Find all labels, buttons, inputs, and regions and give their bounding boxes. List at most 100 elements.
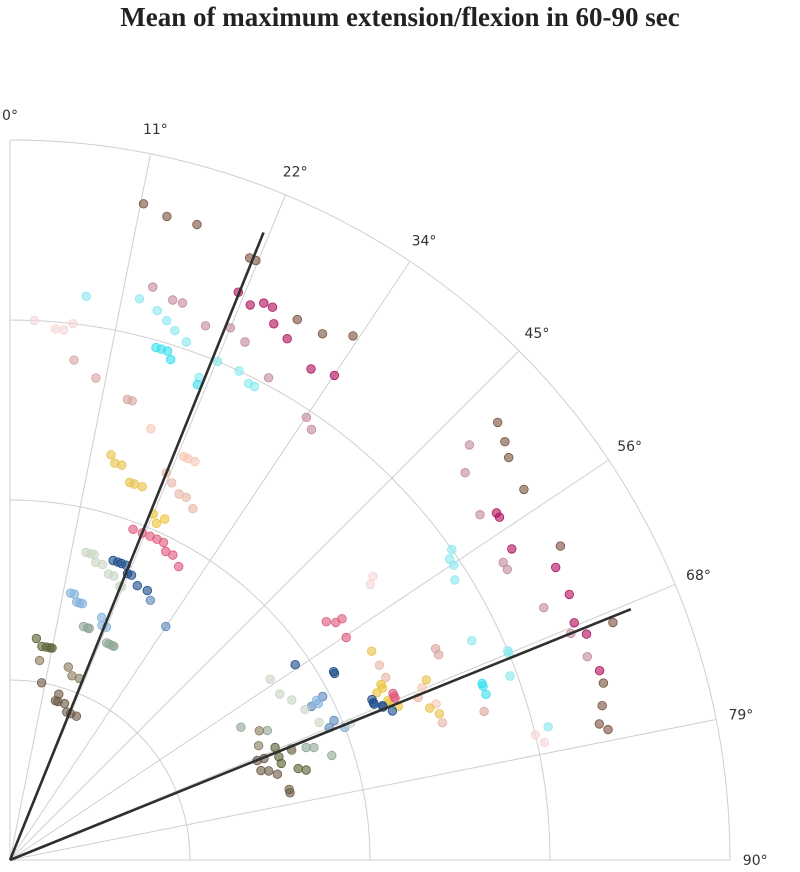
radius-gridline xyxy=(9,679,191,861)
data-point xyxy=(152,305,162,316)
data-point xyxy=(321,617,332,627)
data-point xyxy=(365,579,376,590)
data-point xyxy=(159,514,170,524)
data-point xyxy=(267,302,278,312)
data-point xyxy=(253,741,264,751)
data-point xyxy=(292,314,303,325)
angle-tick-label: 68° xyxy=(686,568,711,584)
data-point xyxy=(68,319,78,329)
data-point xyxy=(162,346,173,356)
data-point xyxy=(177,298,188,308)
data-point xyxy=(116,460,127,470)
data-point xyxy=(181,337,192,347)
data-point xyxy=(165,354,176,365)
data-point xyxy=(594,719,605,729)
data-point xyxy=(564,589,575,600)
data-point xyxy=(59,325,69,335)
data-point xyxy=(425,703,435,713)
data-point xyxy=(598,678,609,688)
data-point xyxy=(329,668,340,679)
data-point xyxy=(327,750,337,761)
data-point xyxy=(181,492,191,503)
data-point xyxy=(77,599,88,609)
data-point xyxy=(47,643,57,653)
data-point xyxy=(161,316,172,326)
data-point xyxy=(467,636,477,646)
data-point xyxy=(126,570,137,580)
data-point xyxy=(493,417,503,428)
data-point xyxy=(142,585,153,596)
data-point xyxy=(161,621,171,632)
data-point xyxy=(127,396,137,406)
angle-tick-label: 34° xyxy=(412,233,437,249)
data-point xyxy=(129,479,140,489)
data-point xyxy=(97,559,108,570)
data-point xyxy=(369,699,379,709)
data-point xyxy=(96,612,107,623)
data-point xyxy=(434,709,445,719)
data-point xyxy=(145,595,156,606)
data-point xyxy=(240,337,250,347)
data-point xyxy=(263,373,274,383)
data-point xyxy=(603,724,613,735)
data-point xyxy=(146,424,156,434)
reference-lines xyxy=(8,231,632,862)
angle-tick-label: 90° xyxy=(743,853,768,869)
data-point xyxy=(582,652,593,662)
data-point xyxy=(306,424,317,435)
data-point xyxy=(245,300,255,310)
data-point xyxy=(551,562,561,573)
data-point xyxy=(449,560,459,570)
data-point xyxy=(168,550,178,560)
data-point xyxy=(200,321,211,331)
data-point xyxy=(519,484,529,495)
data-point xyxy=(460,468,470,478)
data-point xyxy=(269,319,279,329)
data-point xyxy=(301,765,311,775)
data-point xyxy=(63,662,74,672)
data-point xyxy=(539,603,549,613)
data-point xyxy=(597,701,607,711)
data-point xyxy=(421,675,432,685)
data-point xyxy=(254,726,264,736)
data-point xyxy=(265,674,275,684)
data-point xyxy=(69,355,79,365)
data-point xyxy=(91,373,101,383)
data-point xyxy=(34,655,45,666)
data-point xyxy=(475,510,485,520)
data-point xyxy=(569,618,579,628)
data-point xyxy=(300,704,310,715)
angle-tick-label: 11° xyxy=(143,122,168,138)
data-point xyxy=(329,370,340,381)
data-point xyxy=(132,581,143,591)
data-point xyxy=(167,295,178,305)
data-point xyxy=(329,715,339,726)
data-point xyxy=(608,617,618,628)
data-point xyxy=(381,672,391,683)
data-point xyxy=(285,788,295,798)
data-point xyxy=(59,698,70,709)
data-point xyxy=(282,334,292,344)
data-point xyxy=(367,646,377,656)
data-point xyxy=(275,689,285,699)
data-point xyxy=(313,698,323,709)
data-point xyxy=(236,722,246,732)
data-point xyxy=(309,742,319,753)
data-point xyxy=(314,717,324,728)
data-point xyxy=(188,504,198,514)
data-point xyxy=(348,331,358,341)
data-point xyxy=(500,437,510,447)
data-point xyxy=(594,666,605,676)
data-point xyxy=(162,211,172,222)
chart-title: Mean of maximum extension/flexion in 60-… xyxy=(120,2,680,32)
angle-tick-label: 22° xyxy=(283,165,308,181)
data-point xyxy=(543,722,553,732)
data-point xyxy=(374,660,385,670)
data-point xyxy=(437,718,448,728)
data-point xyxy=(170,326,180,336)
data-point xyxy=(293,763,303,774)
data-point xyxy=(555,541,566,551)
data-point xyxy=(134,294,145,304)
data-point xyxy=(539,737,550,748)
data-point xyxy=(234,366,244,376)
